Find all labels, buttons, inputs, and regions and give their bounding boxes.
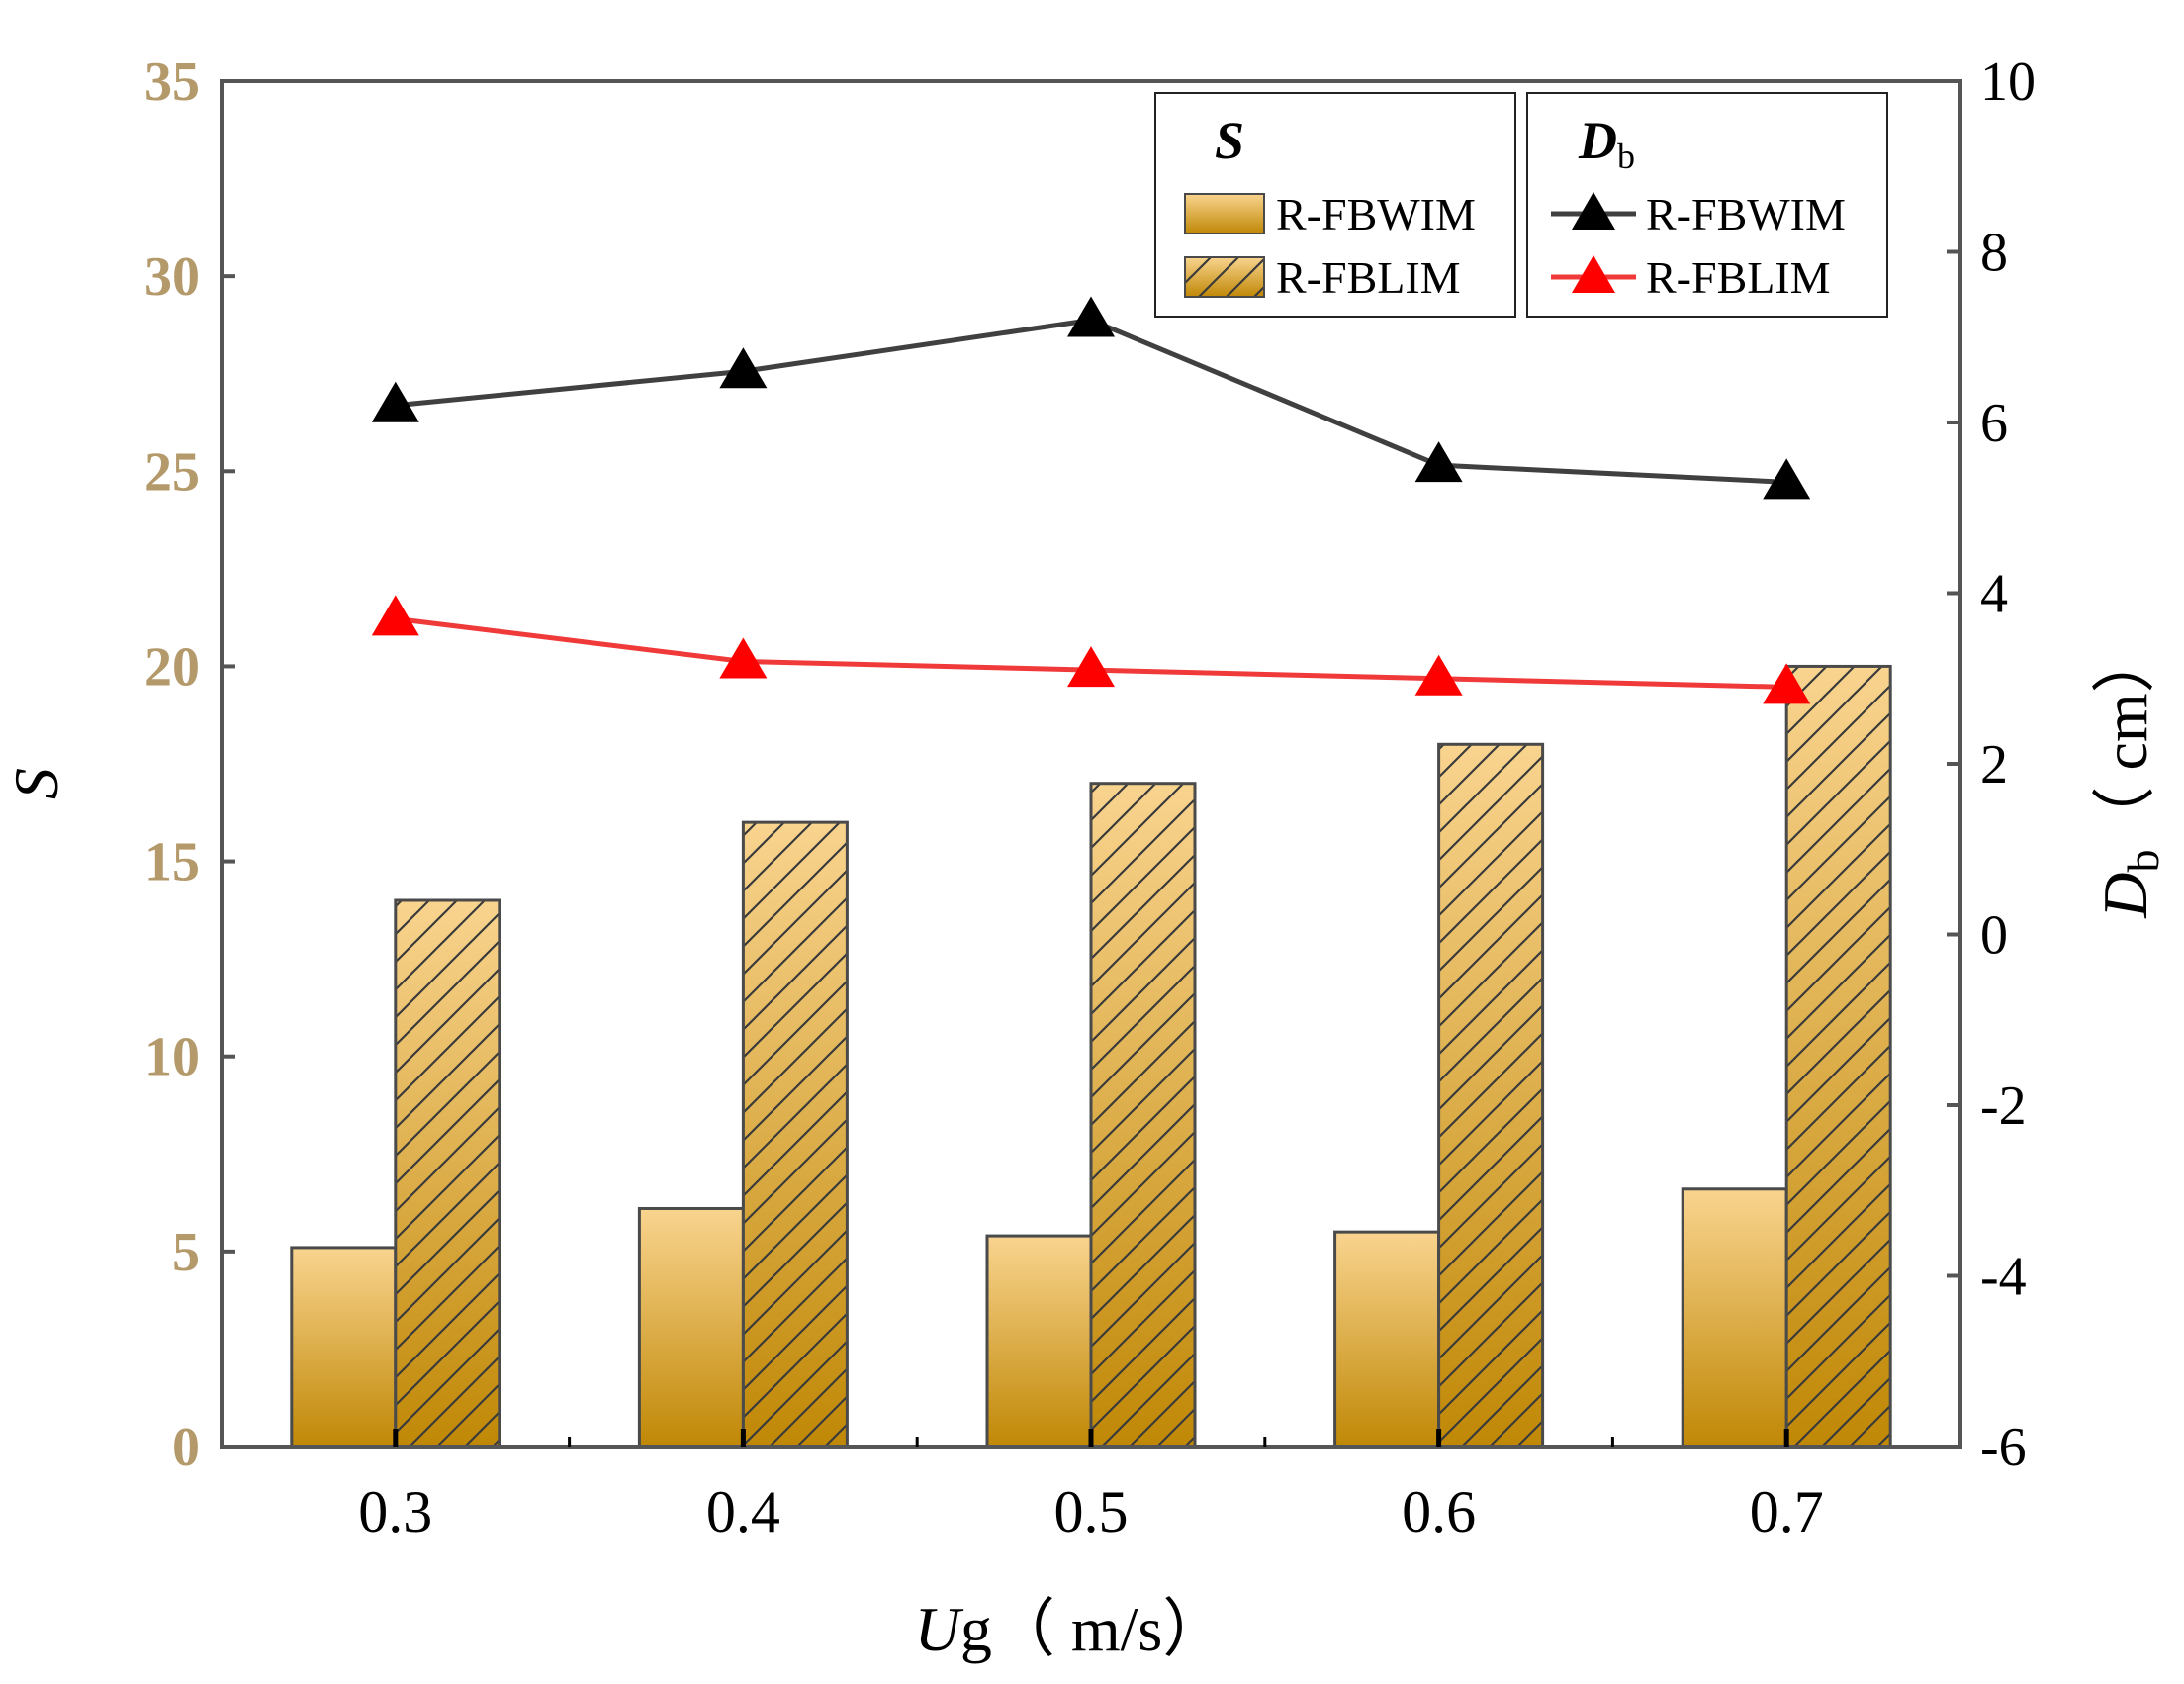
legend-swatch-r-fblim-bar xyxy=(1184,256,1265,298)
marker-r-fblim-0.7 xyxy=(1763,663,1811,704)
marker-r-fblim-0.4 xyxy=(719,637,768,679)
marker-r-fbwim-0.5 xyxy=(1067,296,1115,337)
marker-r-fbwim-0.6 xyxy=(1414,441,1463,483)
legend-swatch-r-fbwim-bar xyxy=(1184,193,1265,234)
left-tick-label: 5 xyxy=(172,1222,200,1283)
x-tick-label: 0.4 xyxy=(706,1479,780,1544)
bar-r-fbwim-0.6 xyxy=(1333,1230,1441,1449)
x-axis-title: Ug（ m/s） xyxy=(915,1594,1227,1664)
left-tick-label: 20 xyxy=(144,636,200,698)
right-tick-label: 6 xyxy=(1980,393,2008,454)
legend-lines-title-var: D xyxy=(1578,111,1617,170)
right-tick-label: 10 xyxy=(1980,51,2036,113)
legend-lines-title: Db xyxy=(1578,111,1635,176)
axes-layer: 0 5 10 15 20 25 30 35 -6 -4 -2 0 2 4 6 8 10 0.3 0.4 0.5 0.6 0… xyxy=(144,51,2036,1544)
line-r-fbwim xyxy=(395,317,1787,485)
bar-r-fblim-0.4 xyxy=(741,820,849,1449)
bar-r-fblim-0.7 xyxy=(1784,664,1892,1449)
left-tick-label: 0 xyxy=(172,1417,200,1478)
legend-label-r-fbwim-bar: R-FBWIM xyxy=(1276,189,1476,239)
bar-r-fbwim-0.3 xyxy=(290,1246,398,1449)
marker-r-fblim-0.3 xyxy=(371,595,419,636)
left-tick-label: 15 xyxy=(144,832,200,893)
right-axis-title-rest: （ cm） xyxy=(2090,629,2160,849)
left-tick-label: 25 xyxy=(144,441,200,503)
marker-r-fblim-0.6 xyxy=(1414,654,1463,696)
bar-r-fblim-0.3 xyxy=(394,898,501,1449)
legend-marker-r-fblim xyxy=(1572,255,1615,293)
legend-bars-title: S xyxy=(1215,111,1244,170)
left-tick-label: 10 xyxy=(144,1027,200,1088)
marker-r-fbwim-0.4 xyxy=(719,347,768,389)
right-tick-label: 4 xyxy=(1980,564,2008,625)
left-tick-label: 30 xyxy=(144,246,200,308)
x-tick-label: 0.3 xyxy=(358,1479,432,1544)
legend-bars: S R-FBWIM R-FBLIM xyxy=(1154,92,1516,318)
legend-label-r-fblim-bar: R-FBLIM xyxy=(1276,252,1461,303)
bar-r-fbwim-0.7 xyxy=(1681,1187,1788,1449)
marker-r-fbwim-0.3 xyxy=(371,381,419,422)
legend-marker-r-fbwim xyxy=(1572,192,1615,230)
bars-layer xyxy=(290,664,1892,1449)
legend-lines-title-sub: b xyxy=(1617,137,1635,176)
legend-label-r-fbwim-line: R-FBWIM xyxy=(1646,189,1846,239)
right-axis-title: Db（ cm） xyxy=(2090,629,2168,918)
right-tick-label: 2 xyxy=(1980,734,2008,795)
x-tick-label: 0.6 xyxy=(1402,1479,1476,1544)
right-tick-label: -2 xyxy=(1980,1076,2027,1137)
right-tick-label: -6 xyxy=(1980,1417,2027,1478)
x-axis-title-rest: g（ m/s） xyxy=(960,1594,1226,1664)
lines-layer xyxy=(371,296,1811,704)
right-tick-label: 8 xyxy=(1980,223,2008,284)
right-tick-label: -4 xyxy=(1980,1247,2027,1308)
bar-r-fblim-0.6 xyxy=(1437,742,1545,1449)
x-tick-label: 0.7 xyxy=(1750,1479,1824,1544)
legend-lines: Db R-FBWIM R-FBLIM xyxy=(1526,92,1888,318)
left-axis-title: S xyxy=(1,768,71,799)
x-tick-label: 0.5 xyxy=(1054,1479,1129,1544)
marker-r-fbwim-0.7 xyxy=(1763,458,1811,500)
legend-label-r-fblim-line: R-FBLIM xyxy=(1646,252,1831,303)
right-tick-label: 0 xyxy=(1980,905,2008,967)
bar-r-fblim-0.5 xyxy=(1089,782,1197,1449)
right-axis-title-sub: b xyxy=(2118,849,2168,872)
x-axis-title-var: U xyxy=(915,1594,964,1664)
bar-r-fbwim-0.4 xyxy=(637,1206,745,1449)
left-tick-label: 35 xyxy=(144,51,200,113)
bar-r-fbwim-0.5 xyxy=(985,1234,1093,1449)
right-axis-title-var: D xyxy=(2090,872,2160,918)
marker-r-fblim-0.5 xyxy=(1067,646,1115,688)
